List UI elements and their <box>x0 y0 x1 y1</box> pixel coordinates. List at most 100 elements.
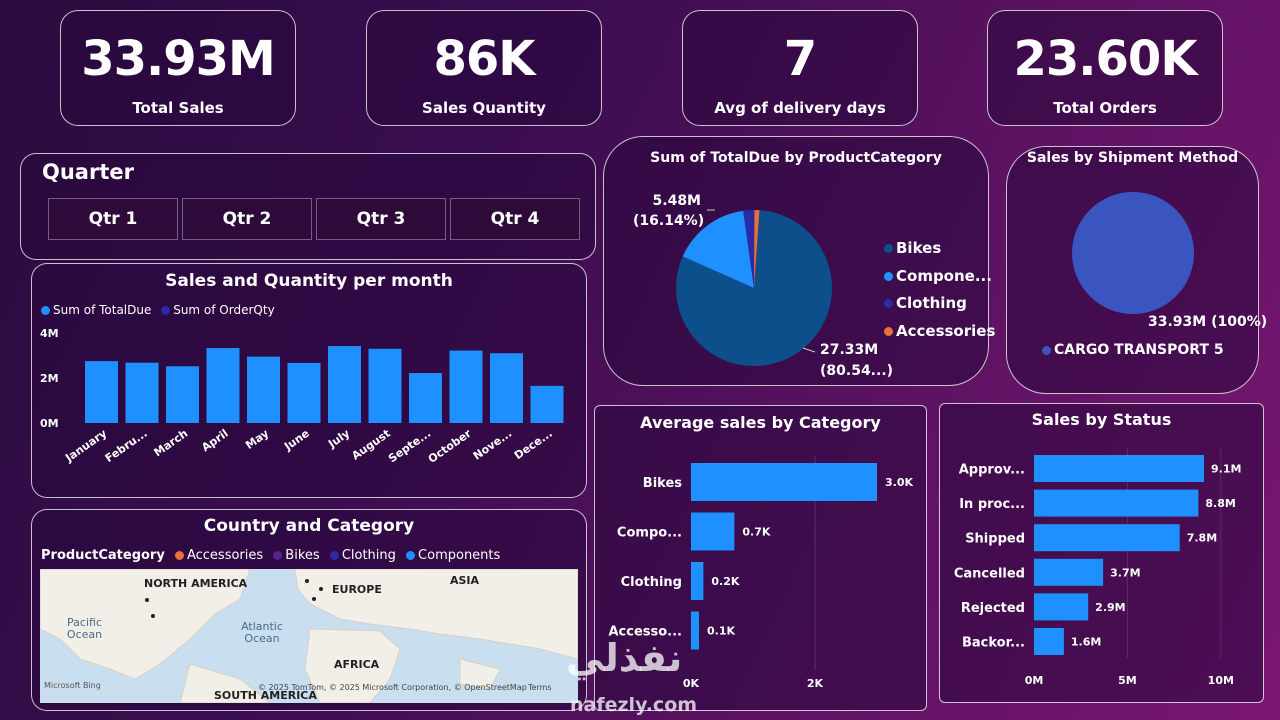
bar-Shipped[interactable] <box>1034 524 1180 552</box>
legend-dot <box>884 244 893 253</box>
y-tick-label: 4M <box>40 327 59 340</box>
map-point[interactable] <box>145 598 149 602</box>
bar-Rejected[interactable] <box>1034 593 1089 621</box>
bar-value-label: 9.1M <box>1211 463 1241 476</box>
shipment-legend[interactable]: CARGO TRANSPORT 5 <box>1042 342 1224 358</box>
quarter-button-q3[interactable]: Qtr 3 <box>316 198 446 240</box>
watermark-arabic: نفذلي <box>566 636 683 680</box>
bar-January[interactable] <box>85 361 118 423</box>
bar-In proc...[interactable] <box>1034 489 1199 517</box>
bar-August[interactable] <box>368 348 402 423</box>
kpi-total-orders: 23.60K Total Orders <box>987 10 1223 126</box>
kpi-value: 33.93M <box>81 31 276 87</box>
legend-dot-bikes <box>273 551 283 560</box>
legend-totaldue: Sum of TotalDue <box>53 303 152 317</box>
avg-category-card: Average sales by Category <box>594 405 927 711</box>
quarter-title: Quarter <box>42 160 134 184</box>
map-point[interactable] <box>305 579 309 583</box>
map-point[interactable] <box>319 587 323 591</box>
map-point[interactable] <box>151 614 155 618</box>
bar-Dece...[interactable] <box>530 385 564 423</box>
pie-slice-accessories[interactable] <box>754 210 760 288</box>
kpi-avg-delivery-days: 7 Avg of delivery days <box>682 10 918 126</box>
pie-chart-category <box>676 209 832 366</box>
bar-April[interactable] <box>206 348 240 423</box>
avg-category-bar-chart: Bikes 3.0K Compo... 0.7K Clothing 0.2K Accesso… <box>608 455 913 690</box>
legend-components: Components <box>418 548 501 563</box>
legend-dot <box>1042 345 1051 355</box>
bar-value-label: 0.7K <box>742 526 770 539</box>
quarter-button-q1[interactable]: Qtr 1 <box>48 198 178 240</box>
bar-Backor...[interactable] <box>1034 628 1064 655</box>
status-label: Shipped <box>965 532 1025 547</box>
legend-clothing: Clothing <box>341 548 396 563</box>
quarter-button-q2[interactable]: Qtr 2 <box>182 198 312 240</box>
pie-legend-accessories[interactable]: Accessories <box>884 322 995 340</box>
status-card: Sales by Status <box>939 403 1264 703</box>
country-legend-title: ProductCategory <box>41 548 165 563</box>
x-tick-label: Nove... <box>471 427 514 463</box>
legend-bikes: Bikes <box>285 548 320 563</box>
x-tick-label: April <box>199 427 231 454</box>
legend-orderqty: Sum of OrderQty <box>173 303 275 317</box>
world-map[interactable]: NORTH AMERICA EUROPE ASIA AFRICA SOUTH A… <box>40 569 578 703</box>
pie-slice-bikes[interactable] <box>676 210 832 366</box>
country-title: Country and Category <box>203 516 415 536</box>
pie-legend-label: Bikes <box>896 239 942 257</box>
pie-legend-label: Compone... <box>896 267 992 285</box>
x-tick-label: 5M <box>1118 674 1137 687</box>
status-label: Cancelled <box>954 566 1025 581</box>
kpi-value: 7 <box>783 31 817 87</box>
category-label: Bikes <box>643 476 682 491</box>
bar-Approv...[interactable] <box>1034 455 1204 482</box>
legend-accessories: Accessories <box>186 548 264 563</box>
shipment-pie-slice[interactable] <box>1072 192 1194 314</box>
bar-value-label: 8.8M <box>1205 497 1235 510</box>
pie-legend-clothing[interactable]: Clothing <box>884 294 967 312</box>
x-tick-label: 0K <box>683 677 700 690</box>
bar-Septe...[interactable] <box>409 373 442 423</box>
bar-July[interactable] <box>328 346 361 423</box>
bar-Bikes[interactable] <box>691 463 877 501</box>
bar-Accesso...[interactable] <box>691 611 699 650</box>
map-label-asia: ASIA <box>450 574 480 587</box>
bar-May[interactable] <box>247 356 280 423</box>
pie-label-bikes-value: 27.33M <box>820 342 879 358</box>
map-attribution: © 2025 TomTom, © 2025 Microsoft Corporat… <box>258 683 527 692</box>
kpi-label: Avg of delivery days <box>714 99 886 117</box>
pie-title: Sum of TotalDue by ProductCategory <box>650 150 942 166</box>
map-label-north-america: NORTH AMERICA <box>144 577 248 590</box>
legend-dot <box>884 272 893 281</box>
shipment-title: Sales by Shipment Method <box>1026 150 1239 166</box>
pie-slice-components[interactable] <box>682 210 754 288</box>
bar-Cancelled[interactable] <box>1034 558 1104 586</box>
bar-value-label: 0.2K <box>711 575 739 588</box>
bar-October[interactable] <box>449 350 483 423</box>
bar-Nove...[interactable] <box>490 353 523 423</box>
status-bar-chart: Approv... 9.1M In proc... 8.8M Shipped 7.8M Ca… <box>954 448 1241 687</box>
bar-March[interactable] <box>166 366 199 423</box>
bar-Compo...[interactable] <box>691 512 735 551</box>
map-terms-link[interactable]: Terms <box>528 683 552 692</box>
bar-value-label: 7.8M <box>1187 532 1217 545</box>
map-label-south-america: SOUTH AMERICA <box>214 689 317 702</box>
pie-legend-components[interactable]: Compone... <box>884 267 992 285</box>
legend-dot-clothing <box>329 551 339 560</box>
x-tick-label: 2K <box>807 677 824 690</box>
bar-Febru...[interactable] <box>125 362 159 423</box>
x-tick-label: Dece... <box>512 427 555 462</box>
legend-dot-totaldue <box>41 306 50 315</box>
monthly-chart-title: Sales and Quantity per month <box>165 271 453 291</box>
pie-label-bikes-pct: (80.54...) <box>820 363 894 379</box>
pie-legend-bikes[interactable]: Bikes <box>884 239 941 257</box>
map-land <box>40 569 578 703</box>
bing-logo: Microsoft Bing <box>44 681 101 690</box>
legend-dot <box>884 327 893 336</box>
bar-Clothing[interactable] <box>691 562 704 600</box>
bar-June[interactable] <box>287 362 321 423</box>
map-point[interactable] <box>312 597 316 601</box>
quarter-button-q4[interactable]: Qtr 4 <box>450 198 580 240</box>
pie-label-components-pct: (16.14%) <box>633 213 705 229</box>
pie-slice-clothing[interactable] <box>743 210 755 288</box>
